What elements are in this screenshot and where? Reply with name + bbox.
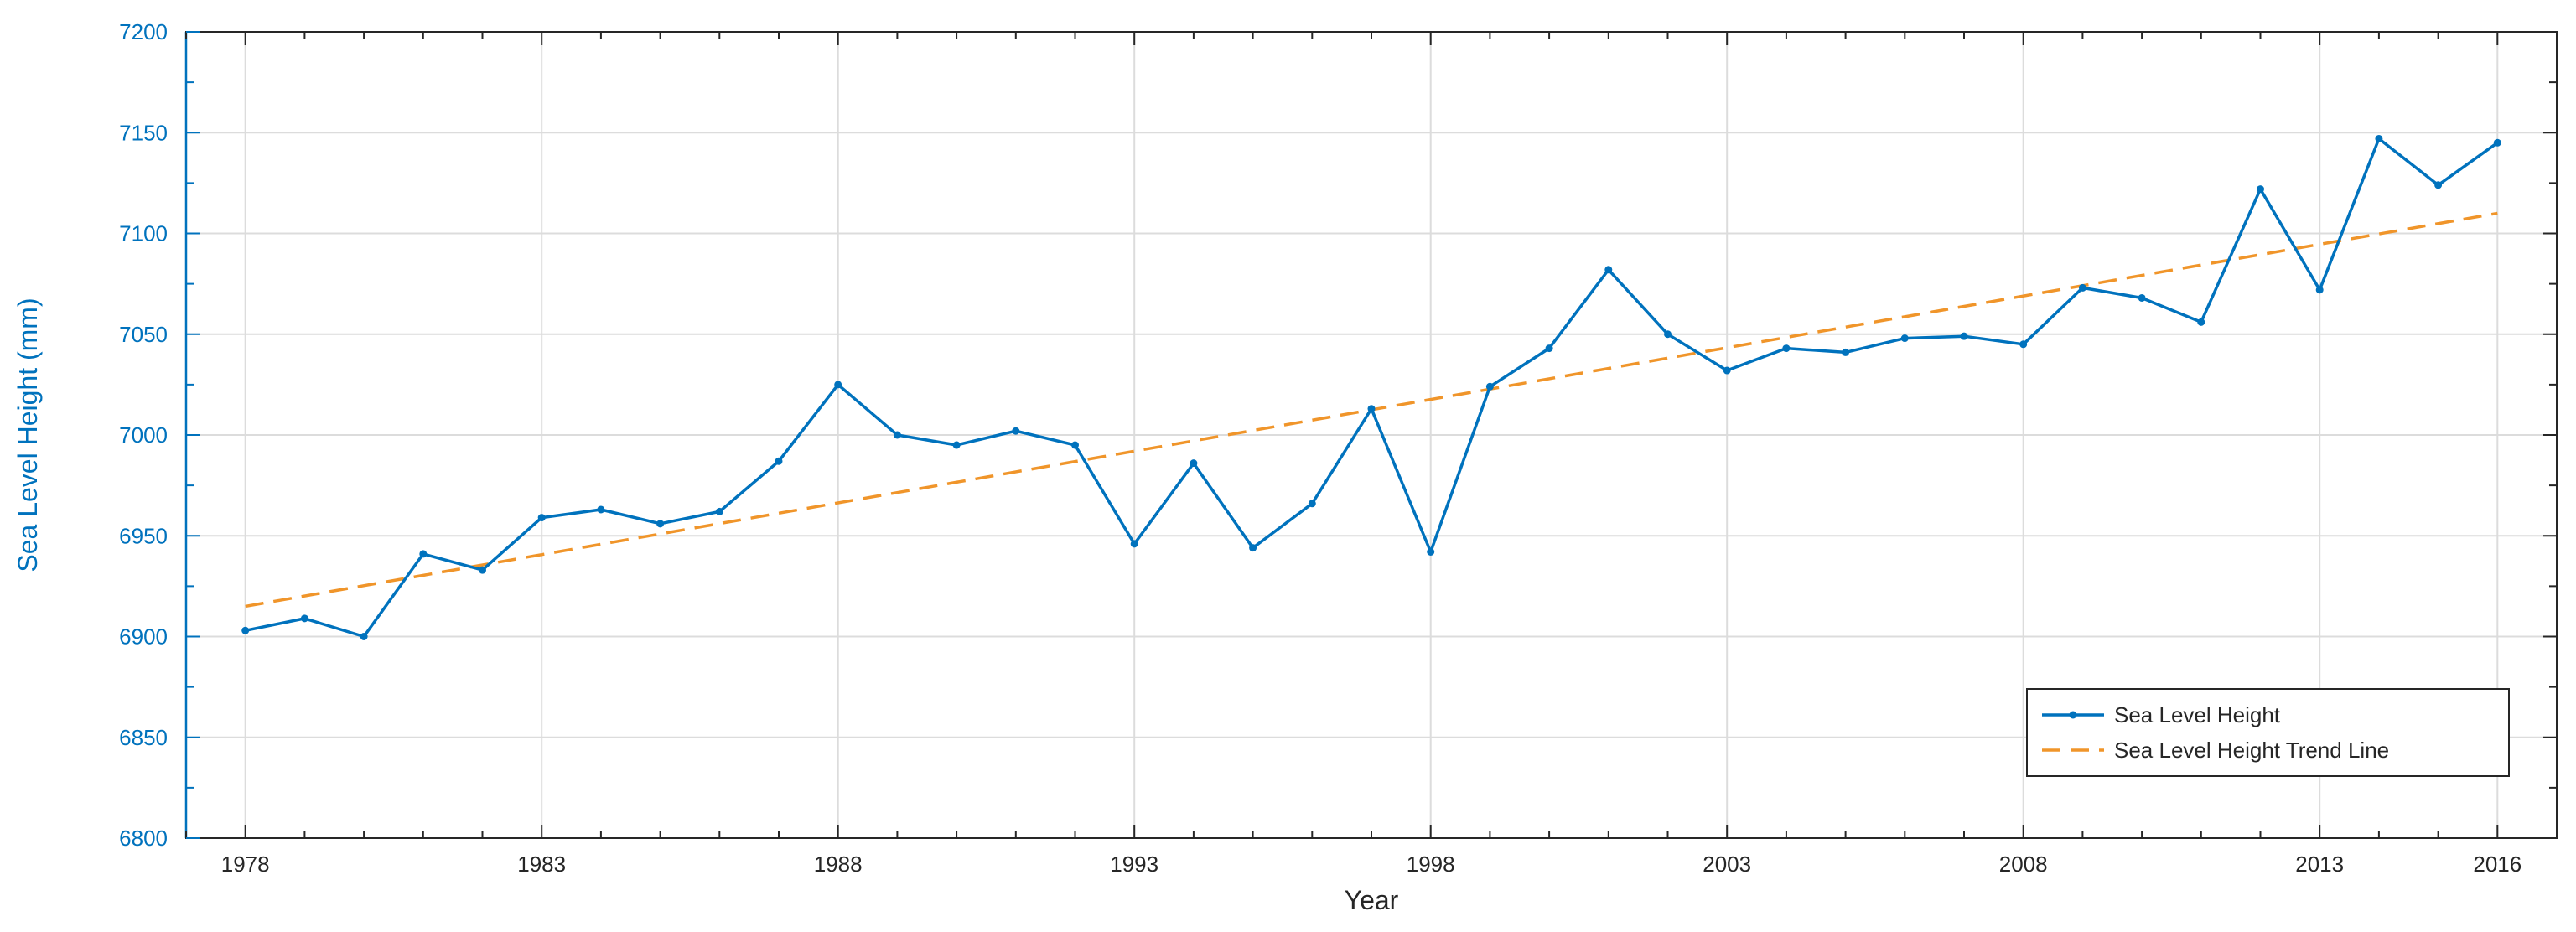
y-tick-label: 7050 <box>119 322 168 347</box>
legend-label-sea-level: Sea Level Height <box>2114 702 2281 727</box>
sea-level-point <box>1130 540 1138 548</box>
sea-level-point <box>775 457 783 465</box>
sea-level-point <box>1960 332 1968 340</box>
sea-level-point <box>1782 344 1791 353</box>
y-axis-label: Sea Level Height (mm) <box>13 298 43 572</box>
sea-level-point <box>537 514 546 522</box>
sea-level-point <box>2493 138 2501 147</box>
sea-level-point <box>419 550 428 558</box>
legend-label-trend: Sea Level Height Trend Line <box>2114 738 2389 763</box>
sea-level-point <box>1664 330 1672 339</box>
sea-level-point <box>360 633 368 640</box>
sea-level-point <box>300 614 308 623</box>
sea-level-point <box>893 431 901 439</box>
x-tick-label: 1993 <box>1110 852 1158 877</box>
sea-level-point <box>479 566 486 574</box>
sea-level-point <box>715 507 723 515</box>
y-tick-label: 7200 <box>119 19 168 44</box>
legend-box <box>2026 688 2510 777</box>
sea-level-point <box>1427 547 1435 556</box>
sea-level-point <box>1190 459 1198 468</box>
sea-level-point <box>1249 544 1257 552</box>
axes: 1978 1983 1988 1993 1998 2003 2008 2013 2016 6800… <box>119 19 2558 877</box>
sea-level-point <box>2019 340 2028 349</box>
sea-level-point <box>597 505 605 514</box>
sea-level-point <box>1900 334 1909 343</box>
sea-level-point <box>1604 266 1613 274</box>
y-tick-label: 6900 <box>119 624 168 650</box>
x-axis-label: Year <box>1345 885 1399 915</box>
legend: Sea Level Height Sea Level Height Trend L… <box>2026 688 2510 777</box>
sea-level-point <box>1545 344 1553 353</box>
sea-level-point <box>952 441 961 449</box>
sea-level-point <box>1367 405 1376 413</box>
x-tick-label: 2013 <box>2295 852 2344 877</box>
y-tick-label: 7000 <box>119 422 168 448</box>
x-tick-label: 1988 <box>814 852 863 877</box>
x-tick-label: 2008 <box>1999 852 2048 877</box>
sea-level-point <box>2375 134 2383 142</box>
sea-level-point <box>656 520 665 528</box>
sea-level-point <box>1723 366 1731 375</box>
sea-level-point <box>834 381 842 389</box>
x-tick-label: 1998 <box>1407 852 1455 877</box>
x-tick-label: 2003 <box>1703 852 1751 877</box>
sea-level-point <box>1012 427 1020 435</box>
y-tick-label: 7100 <box>119 221 168 246</box>
sea-level-point <box>2434 181 2443 189</box>
series <box>241 134 2501 640</box>
y-tick-label: 7150 <box>119 120 168 145</box>
x-tick-label: 1983 <box>517 852 566 877</box>
sea-level-point <box>2315 286 2324 294</box>
sea-level-point <box>2078 283 2086 292</box>
sea-level-point <box>2257 185 2264 194</box>
y-tick-label: 6800 <box>119 826 168 851</box>
y-tick-label: 6850 <box>119 725 168 750</box>
legend-marker-sea-level <box>2069 711 2077 719</box>
sea-level-point <box>1308 500 1316 508</box>
x-tick-label: 1978 <box>221 852 270 877</box>
sea-level-point <box>1842 348 1850 356</box>
x-tick-label: 2016 <box>2473 852 2522 877</box>
y-tick-label: 6950 <box>119 523 168 548</box>
sea-level-point <box>2138 293 2146 302</box>
sea-level-point <box>1485 382 1494 391</box>
sea-level-point <box>241 626 250 634</box>
sea-level-point <box>2197 318 2205 326</box>
sea-level-point <box>1071 441 1079 449</box>
